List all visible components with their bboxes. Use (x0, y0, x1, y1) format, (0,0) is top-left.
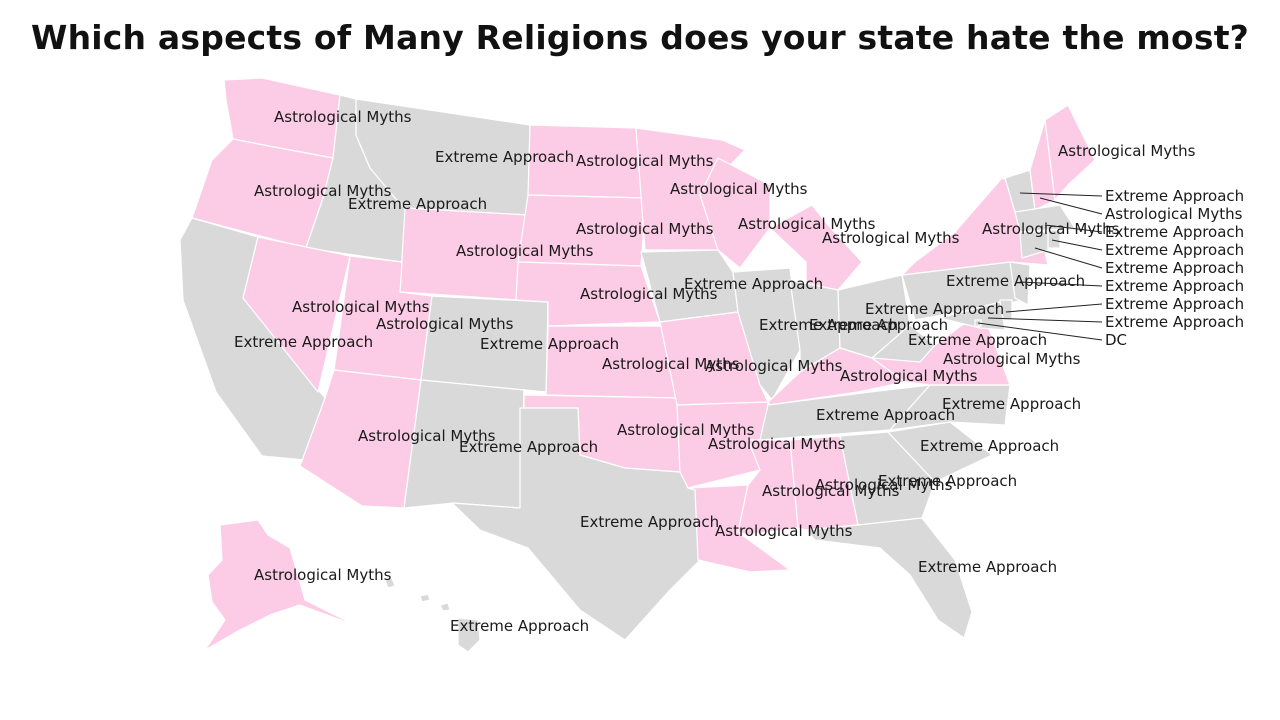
state-label-ny: Astrological Myths (982, 220, 1120, 238)
state-label-tn: Extreme Approach (816, 406, 955, 424)
leader-line-de (1005, 303, 1103, 313)
state-label-nc: Extreme Approach (942, 395, 1081, 413)
state-nc (889, 384, 1011, 431)
state-label-mt: Extreme Approach (435, 148, 574, 166)
state-label-fl: Extreme Approach (918, 558, 1057, 576)
state-label-hi: Extreme Approach (450, 617, 589, 635)
state-label-sd: Astrological Myths (576, 220, 714, 238)
state-label-va: Astrological Myths (943, 350, 1081, 368)
state-label-de: Extreme Approach (1105, 295, 1244, 313)
state-label-nd: Astrological Myths (576, 152, 714, 170)
state-label-wi: Astrological Myths (738, 215, 876, 233)
state-md (939, 301, 1006, 331)
state-label-nm: Extreme Approach (459, 438, 598, 456)
state-label-mn: Astrological Myths (670, 180, 808, 198)
state-ak (204, 519, 356, 651)
leader-line-nj (1019, 281, 1103, 287)
state-fl (805, 517, 973, 639)
state-label-id: Extreme Approach (348, 195, 487, 213)
state-label-nj: Extreme Approach (1105, 277, 1244, 295)
state-label-tx: Extreme Approach (580, 513, 719, 531)
state-mo (659, 311, 769, 406)
state-label-or: Astrological Myths (254, 182, 392, 200)
state-ct (1019, 231, 1049, 259)
leader-line-md (987, 317, 1103, 323)
state-va (871, 317, 1011, 386)
state-label-wv: Extreme Approach (908, 331, 1047, 349)
state-ma (1014, 204, 1076, 233)
leader-line-vt (1019, 192, 1103, 197)
state-label-oh: Extreme Approach (865, 300, 1004, 318)
leader-lines-layer (977, 192, 1103, 341)
state-label-la: Astrological Myths (715, 522, 853, 540)
state-label-nh: Astrological Myths (1105, 205, 1243, 223)
state-label-ak: Astrological Myths (254, 566, 392, 584)
state-label-ky: Astrological Myths (840, 367, 978, 385)
state-tx (451, 407, 701, 641)
state-nj (1009, 261, 1031, 306)
state-label-ut: Astrological Myths (376, 315, 514, 333)
state-label-md: Extreme Approach (1105, 313, 1244, 331)
state-mi (769, 204, 863, 293)
leader-line-ri (1051, 239, 1103, 251)
state-label-dc: DC (1105, 331, 1127, 349)
state-label-ne: Astrological Myths (580, 285, 718, 303)
state-label-vt: Extreme Approach (1105, 187, 1244, 205)
state-label-ks: Astrological Myths (602, 355, 740, 373)
state-label-mo: Astrological Myths (705, 357, 843, 375)
state-label-il: Extreme Approach (759, 316, 898, 334)
state-ga (839, 431, 936, 526)
map-title: Which aspects of Many Religions does you… (30, 18, 1250, 57)
state-nv (242, 236, 351, 393)
state-label-ar: Astrological Myths (708, 435, 846, 453)
state-label-ga: Extreme Approach (878, 472, 1017, 490)
state-label-ri: Extreme Approach (1105, 241, 1244, 259)
state-label-ia: Extreme Approach (684, 275, 823, 293)
state-label-ma: Extreme Approach (1105, 223, 1244, 241)
state-label-ms: Astrological Myths (762, 482, 900, 500)
state-label-in: Extreme Approach (809, 316, 948, 334)
state-label-al: Astrological Myths (815, 476, 953, 494)
leader-line-dc (977, 322, 1103, 341)
state-label-ok: Astrological Myths (617, 421, 755, 439)
state-label-sc: Extreme Approach (920, 437, 1059, 455)
state-label-wa: Astrological Myths (274, 108, 412, 126)
state-hi (384, 577, 481, 653)
leader-line-ma (1044, 224, 1103, 233)
state-label-ca: Extreme Approach (234, 333, 373, 351)
state-label-az: Astrological Myths (358, 427, 496, 445)
state-label-pa: Extreme Approach (946, 272, 1085, 290)
state-ar (676, 401, 769, 489)
states-layer (179, 77, 1096, 653)
state-label-ct: Extreme Approach (1105, 259, 1244, 277)
state-me (1044, 104, 1096, 201)
state-label-me: Astrological Myths (1058, 142, 1196, 160)
state-wv (871, 324, 936, 363)
state-label-wy: Astrological Myths (456, 242, 594, 260)
leader-line-ct (1034, 247, 1103, 269)
state-label-mi: Astrological Myths (822, 229, 960, 247)
state-label-co: Extreme Approach (480, 335, 619, 353)
leader-line-nh (1039, 197, 1103, 215)
state-label-nv: Astrological Myths (292, 298, 430, 316)
